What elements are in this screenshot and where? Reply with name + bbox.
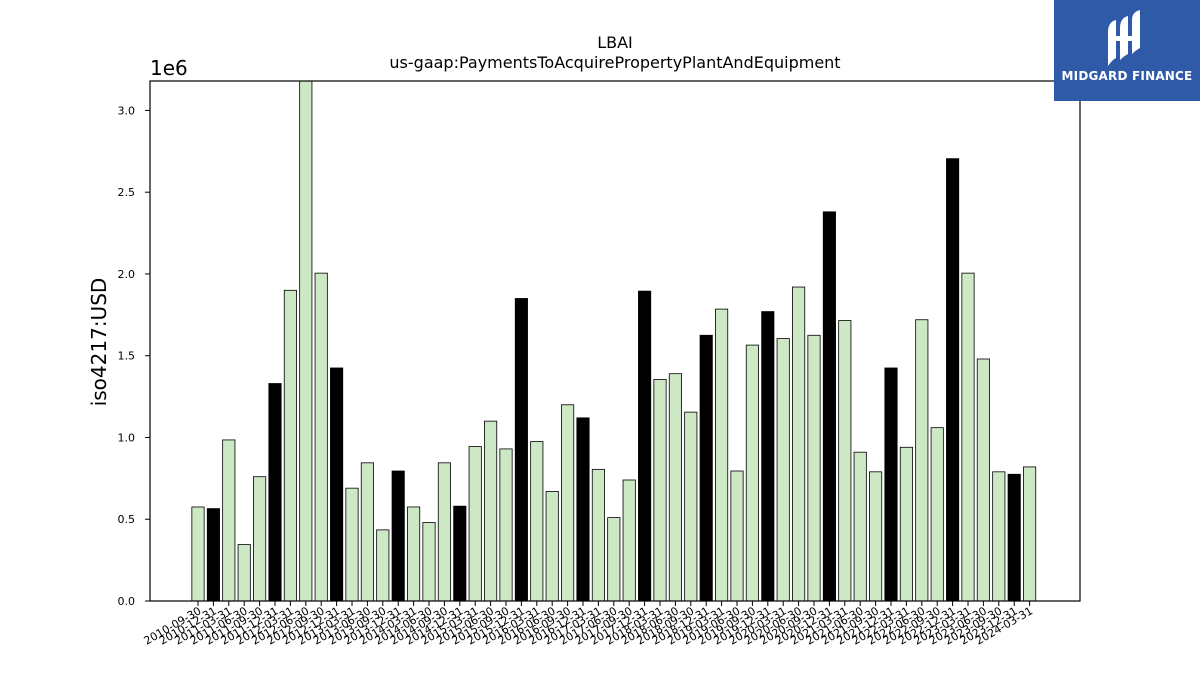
bar-2015-12-31: [514, 298, 528, 602]
bar-2016-03-31: [530, 441, 544, 602]
bar-2013-03-31: [345, 487, 359, 602]
bar-2012-03-31: [283, 289, 297, 602]
bar-2014-09-30: [437, 462, 451, 602]
bar-2019-06-30: [730, 470, 744, 602]
midgard-logo-icon: [1108, 10, 1140, 66]
y-tick-label: 3.0: [118, 104, 136, 117]
bar-2017-06-30: [607, 517, 621, 602]
bar-2015-03-31: [468, 446, 482, 602]
bar-2021-12-31: [884, 367, 898, 602]
y-tick-label: 2.5: [118, 186, 136, 199]
bar-2022-12-31: [946, 158, 960, 602]
y-tick-label: 2.0: [118, 268, 136, 281]
bar-2020-09-30: [807, 334, 821, 602]
y-tick-label: 1.0: [118, 431, 136, 444]
bar-2013-12-31: [391, 470, 405, 602]
bar-2012-09-30: [314, 272, 328, 602]
bar-2021-06-30: [853, 451, 867, 602]
y-tick-label: 1.5: [118, 350, 136, 363]
bar-2023-12-31: [1007, 473, 1021, 602]
plot-frame: [149, 80, 1081, 602]
bar-2023-09-30: [992, 471, 1006, 602]
chart-title: LBAI: [597, 33, 633, 52]
x-axis-ticks: 2010-09-302010-12-312011-03-312011-06-30…: [142, 601, 1035, 648]
midgard-logo: MIDGARD FINANCE: [1054, 0, 1200, 101]
bar-2012-06-30: [299, 80, 313, 602]
bar-2022-06-30: [915, 319, 929, 602]
bar-2019-09-30: [745, 344, 759, 602]
bar-2021-09-30: [869, 471, 883, 602]
bar-2014-03-31: [407, 506, 421, 602]
bar-2016-12-31: [576, 417, 590, 602]
bar-2019-12-31: [761, 311, 775, 602]
bar-2013-09-30: [376, 529, 390, 602]
bar-2011-03-31: [222, 439, 236, 602]
bar-2018-09-30: [684, 411, 698, 602]
y-tick-label: 0.0: [118, 595, 136, 608]
bar-2014-12-31: [453, 505, 467, 602]
bar-2022-03-31: [899, 446, 913, 602]
y-axis-ticks: 0.0 0.5 1.0 1.5 2.0 2.5 3.0: [118, 104, 150, 608]
bar-2020-03-31: [776, 338, 790, 602]
bar-2016-06-30: [545, 491, 559, 602]
bar-2011-12-31: [268, 383, 282, 602]
bar-2019-03-31: [715, 308, 729, 602]
bar-2018-06-30: [668, 373, 682, 602]
bar-2024-03-31: [1023, 466, 1037, 602]
bar-2010-09-30: [191, 506, 205, 602]
bar-2011-06-30: [237, 544, 251, 602]
bar-2017-03-31: [591, 468, 605, 602]
bar-2015-09-30: [499, 448, 513, 602]
bar-2018-12-31: [699, 334, 713, 602]
y-axis-label: iso4217:USD: [87, 278, 111, 407]
bar-2022-09-30: [930, 427, 944, 602]
bar-2013-06-30: [360, 462, 374, 602]
y-tick-label: 0.5: [118, 513, 136, 526]
bar-2023-03-31: [961, 272, 975, 602]
chart-subtitle: us-gaap:PaymentsToAcquirePropertyPlantAn…: [389, 53, 840, 72]
bar-2021-03-31: [838, 320, 852, 602]
bar-2023-06-30: [976, 358, 990, 602]
bar-2017-09-30: [622, 479, 636, 602]
bar-2017-12-31: [638, 290, 652, 602]
bar-2014-06-30: [422, 522, 436, 602]
bar-2010-12-31: [206, 508, 220, 602]
bar-2016-09-30: [561, 404, 575, 602]
bar-2015-06-30: [484, 420, 498, 602]
bar-2020-12-31: [822, 211, 836, 602]
bar-2020-06-30: [792, 286, 806, 602]
y-offset-label: 1e6: [150, 56, 188, 80]
bars: [191, 80, 1037, 602]
bar-2018-03-31: [653, 379, 667, 602]
bar-2011-09-30: [253, 476, 267, 602]
logo-text: MIDGARD FINANCE: [1061, 69, 1193, 83]
bar-2012-12-31: [330, 367, 344, 602]
